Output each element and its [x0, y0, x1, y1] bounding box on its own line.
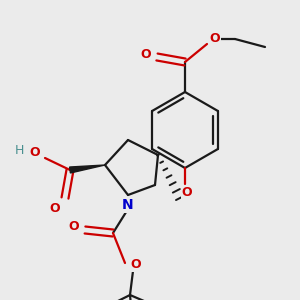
Text: O: O	[141, 49, 151, 62]
Text: O: O	[182, 187, 192, 200]
Text: H: H	[14, 143, 24, 157]
Text: N: N	[122, 198, 134, 212]
Text: O: O	[30, 146, 40, 160]
Text: O: O	[210, 32, 220, 44]
Text: O: O	[69, 220, 79, 233]
Text: O: O	[50, 202, 60, 214]
Polygon shape	[70, 165, 105, 173]
Text: O: O	[131, 259, 141, 272]
